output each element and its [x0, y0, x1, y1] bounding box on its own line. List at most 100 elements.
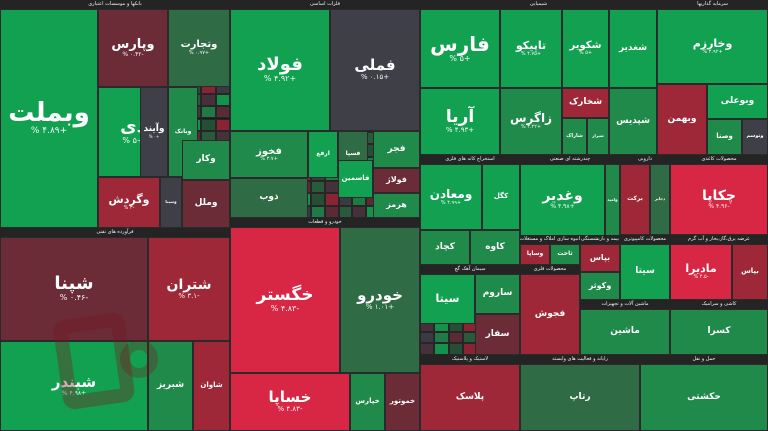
- stock-tile[interactable]: فارس +۵ %: [420, 9, 500, 88]
- stock-tile[interactable]: ارفع: [308, 131, 338, 178]
- stock-change: -۴.۸۳ %: [270, 303, 300, 313]
- minor-stock-cell: [311, 193, 325, 206]
- stock-symbol: شپدیس: [616, 115, 650, 126]
- stock-tile[interactable]: وساپا: [520, 244, 550, 265]
- stock-tile[interactable]: وبوعلی: [707, 84, 768, 119]
- stock-tile[interactable]: شپدیس: [609, 88, 657, 155]
- stock-tile[interactable]: وصنا: [707, 119, 742, 155]
- stock-tile[interactable]: فاسمین: [338, 160, 373, 198]
- stock-symbol: وبملت: [8, 97, 90, 128]
- stock-tile[interactable]: فجوش: [520, 274, 580, 355]
- sector-title: فرآورده های نفتی: [0, 228, 230, 237]
- stock-tile[interactable]: بپاس: [732, 244, 768, 300]
- sector-title: دارویی: [620, 155, 670, 164]
- stock-tile[interactable]: خگستر -۴.۸۳ %: [230, 227, 340, 373]
- stock-tile[interactable]: خساپا -۴.۸۳ %: [230, 373, 350, 431]
- stock-tile[interactable]: وتوسم: [742, 119, 768, 155]
- stock-tile[interactable]: ومعادن +۴.۹۹ %: [420, 164, 482, 230]
- stock-tile[interactable]: برکت: [620, 164, 650, 235]
- minor-stock-cell: [448, 331, 463, 344]
- sector-block: شیمیایی فارس +۵ % تاپیکو +۴.۷۵ % شکویر +۵ % شغد…: [420, 0, 657, 155]
- sector-block: استخراج کانه های فلزی ومعادن +۴.۹۹ % کگل کچا…: [420, 155, 520, 265]
- stock-tile[interactable]: ماشین: [580, 309, 670, 355]
- stock-tile[interactable]: رتاپ: [520, 364, 640, 431]
- stock-tile[interactable]: کگل: [482, 164, 520, 230]
- stock-tile[interactable]: شبریز: [148, 341, 193, 431]
- stock-tile[interactable]: وکوثر: [580, 272, 620, 300]
- stock-tile[interactable]: سفار: [475, 314, 520, 355]
- stock-tile[interactable]: وامید: [605, 164, 620, 236]
- sector-title: محصولات کامپیوتری: [620, 235, 670, 244]
- stock-tile[interactable]: وکار: [182, 140, 230, 180]
- stock-tile[interactable]: وخارزم +۴.۹۲ %: [657, 9, 768, 84]
- stock-tile[interactable]: فجر: [373, 131, 420, 168]
- stock-symbol: فخوز: [256, 145, 282, 157]
- stock-tile[interactable]: شخارک: [562, 88, 609, 118]
- sector-block: سرمایه گذاریها وخارزم +۴.۹۲ % وبهمن وبوعلی وص…: [657, 0, 768, 155]
- stock-tile[interactable]: چکاپا -۴.۹۶ %: [670, 164, 768, 235]
- stock-tile[interactable]: کسرا: [670, 309, 768, 355]
- stock-change: +۵ %: [578, 50, 593, 56]
- stock-change: +۳.۷ %: [260, 156, 278, 162]
- stock-tile[interactable]: کاوه: [470, 230, 520, 265]
- stock-tile[interactable]: فملی +۰.۱۵ %: [330, 9, 420, 131]
- stock-tile[interactable]: وپارس -۰.۴۲ %: [98, 9, 168, 87]
- stock-tile[interactable]: فخوز +۳.۷ %: [230, 131, 308, 178]
- stock-tile[interactable]: وغدیر +۴.۹۸ %: [520, 164, 605, 236]
- stock-tile[interactable]: سیتا: [420, 274, 475, 324]
- stock-symbol: آریا: [445, 106, 475, 127]
- sector-block: ماشین آلات و تجهیزات ماشین: [580, 300, 670, 355]
- stock-symbol: ساروم: [482, 288, 513, 299]
- stock-tile[interactable]: مادیرا -۴.۵ %: [670, 244, 732, 300]
- stock-tile[interactable]: ساروم: [475, 274, 520, 314]
- stock-tile[interactable]: وبهمن: [657, 84, 707, 155]
- stock-tile[interactable]: فولاد +۴.۹۲ %: [230, 9, 330, 131]
- stock-tile[interactable]: شیراز: [587, 118, 609, 155]
- stock-tile[interactable]: وملل: [182, 180, 230, 228]
- stock-tile[interactable]: شغدیر: [609, 9, 657, 88]
- stock-tile[interactable]: ذوب: [230, 178, 308, 218]
- stock-tile[interactable]: هرمز: [373, 193, 420, 218]
- stock-change: -۴.۹۶ %: [708, 202, 730, 210]
- stock-tile[interactable]: خودرو +۱.۰۱ %: [340, 227, 420, 373]
- stock-tile[interactable]: وبملت +۴.۸۹ %: [0, 9, 98, 228]
- stock-symbol: وتجارت: [180, 39, 218, 50]
- stock-tile[interactable]: سیتا: [620, 244, 670, 300]
- minor-stock-cell: [434, 343, 449, 355]
- sector-title: شیمیایی: [420, 0, 657, 9]
- sector-title: سیمان آهک گچ: [420, 265, 520, 274]
- stock-tile[interactable]: بپاس: [580, 244, 620, 272]
- stock-tile[interactable]: پلاسک: [420, 364, 520, 431]
- stock-change: -۰.۴۶ %: [59, 293, 89, 303]
- stock-tile[interactable]: تاپیکو +۴.۷۵ %: [500, 9, 562, 88]
- sector-title: لاستیک و پلاستیک: [420, 355, 520, 364]
- stock-tile[interactable]: دجابر: [650, 164, 670, 235]
- minor-stock-cell: [325, 193, 339, 206]
- stock-tile[interactable]: فولاژ: [373, 168, 420, 193]
- stock-tile[interactable]: خموتور: [385, 373, 420, 431]
- stock-tile[interactable]: شتران -۳.۱ %: [148, 237, 230, 341]
- stock-tile[interactable]: وگردش -۳ %: [98, 177, 160, 228]
- stock-tile[interactable]: شاوان: [193, 341, 230, 431]
- stock-tile[interactable]: آریا +۴.۹۳ %: [420, 88, 500, 155]
- stock-tile[interactable]: شکویر +۵ %: [562, 9, 609, 88]
- stock-change: +۴.۹۲ %: [263, 74, 297, 84]
- sector-block: بیمه و بازنشستگی بپاس وکوثر: [580, 235, 620, 300]
- stock-tile[interactable]: وسینا: [160, 177, 182, 228]
- stock-tile[interactable]: شاراک: [562, 118, 587, 155]
- stock-symbol: بپاس: [589, 252, 611, 262]
- stock-tile[interactable]: وآیند +۰ %: [140, 87, 168, 177]
- stock-symbol: شاراک: [566, 132, 583, 139]
- sector-title: عرضه برق،گاز،بخار و آب گرم: [670, 235, 768, 244]
- stock-tile[interactable]: شپنا -۰.۴۶ %: [0, 237, 148, 341]
- stock-tile[interactable]: زاگرس +۳.۲۲ %: [500, 88, 562, 155]
- stock-symbol: وامید: [607, 196, 618, 202]
- stock-tile[interactable]: وتجارت +۰.۹۷ %: [168, 9, 230, 87]
- stock-tile[interactable]: شبندر +۴.۹۸ %: [0, 341, 148, 431]
- stock-tile[interactable]: خپارس: [350, 373, 385, 431]
- stock-symbol: خودرو: [357, 286, 403, 305]
- minor-stock-cell: [215, 106, 230, 119]
- stock-tile[interactable]: ثاخت: [550, 244, 580, 265]
- stock-tile[interactable]: کچاد: [420, 230, 470, 265]
- stock-tile[interactable]: حکشتی: [640, 364, 768, 431]
